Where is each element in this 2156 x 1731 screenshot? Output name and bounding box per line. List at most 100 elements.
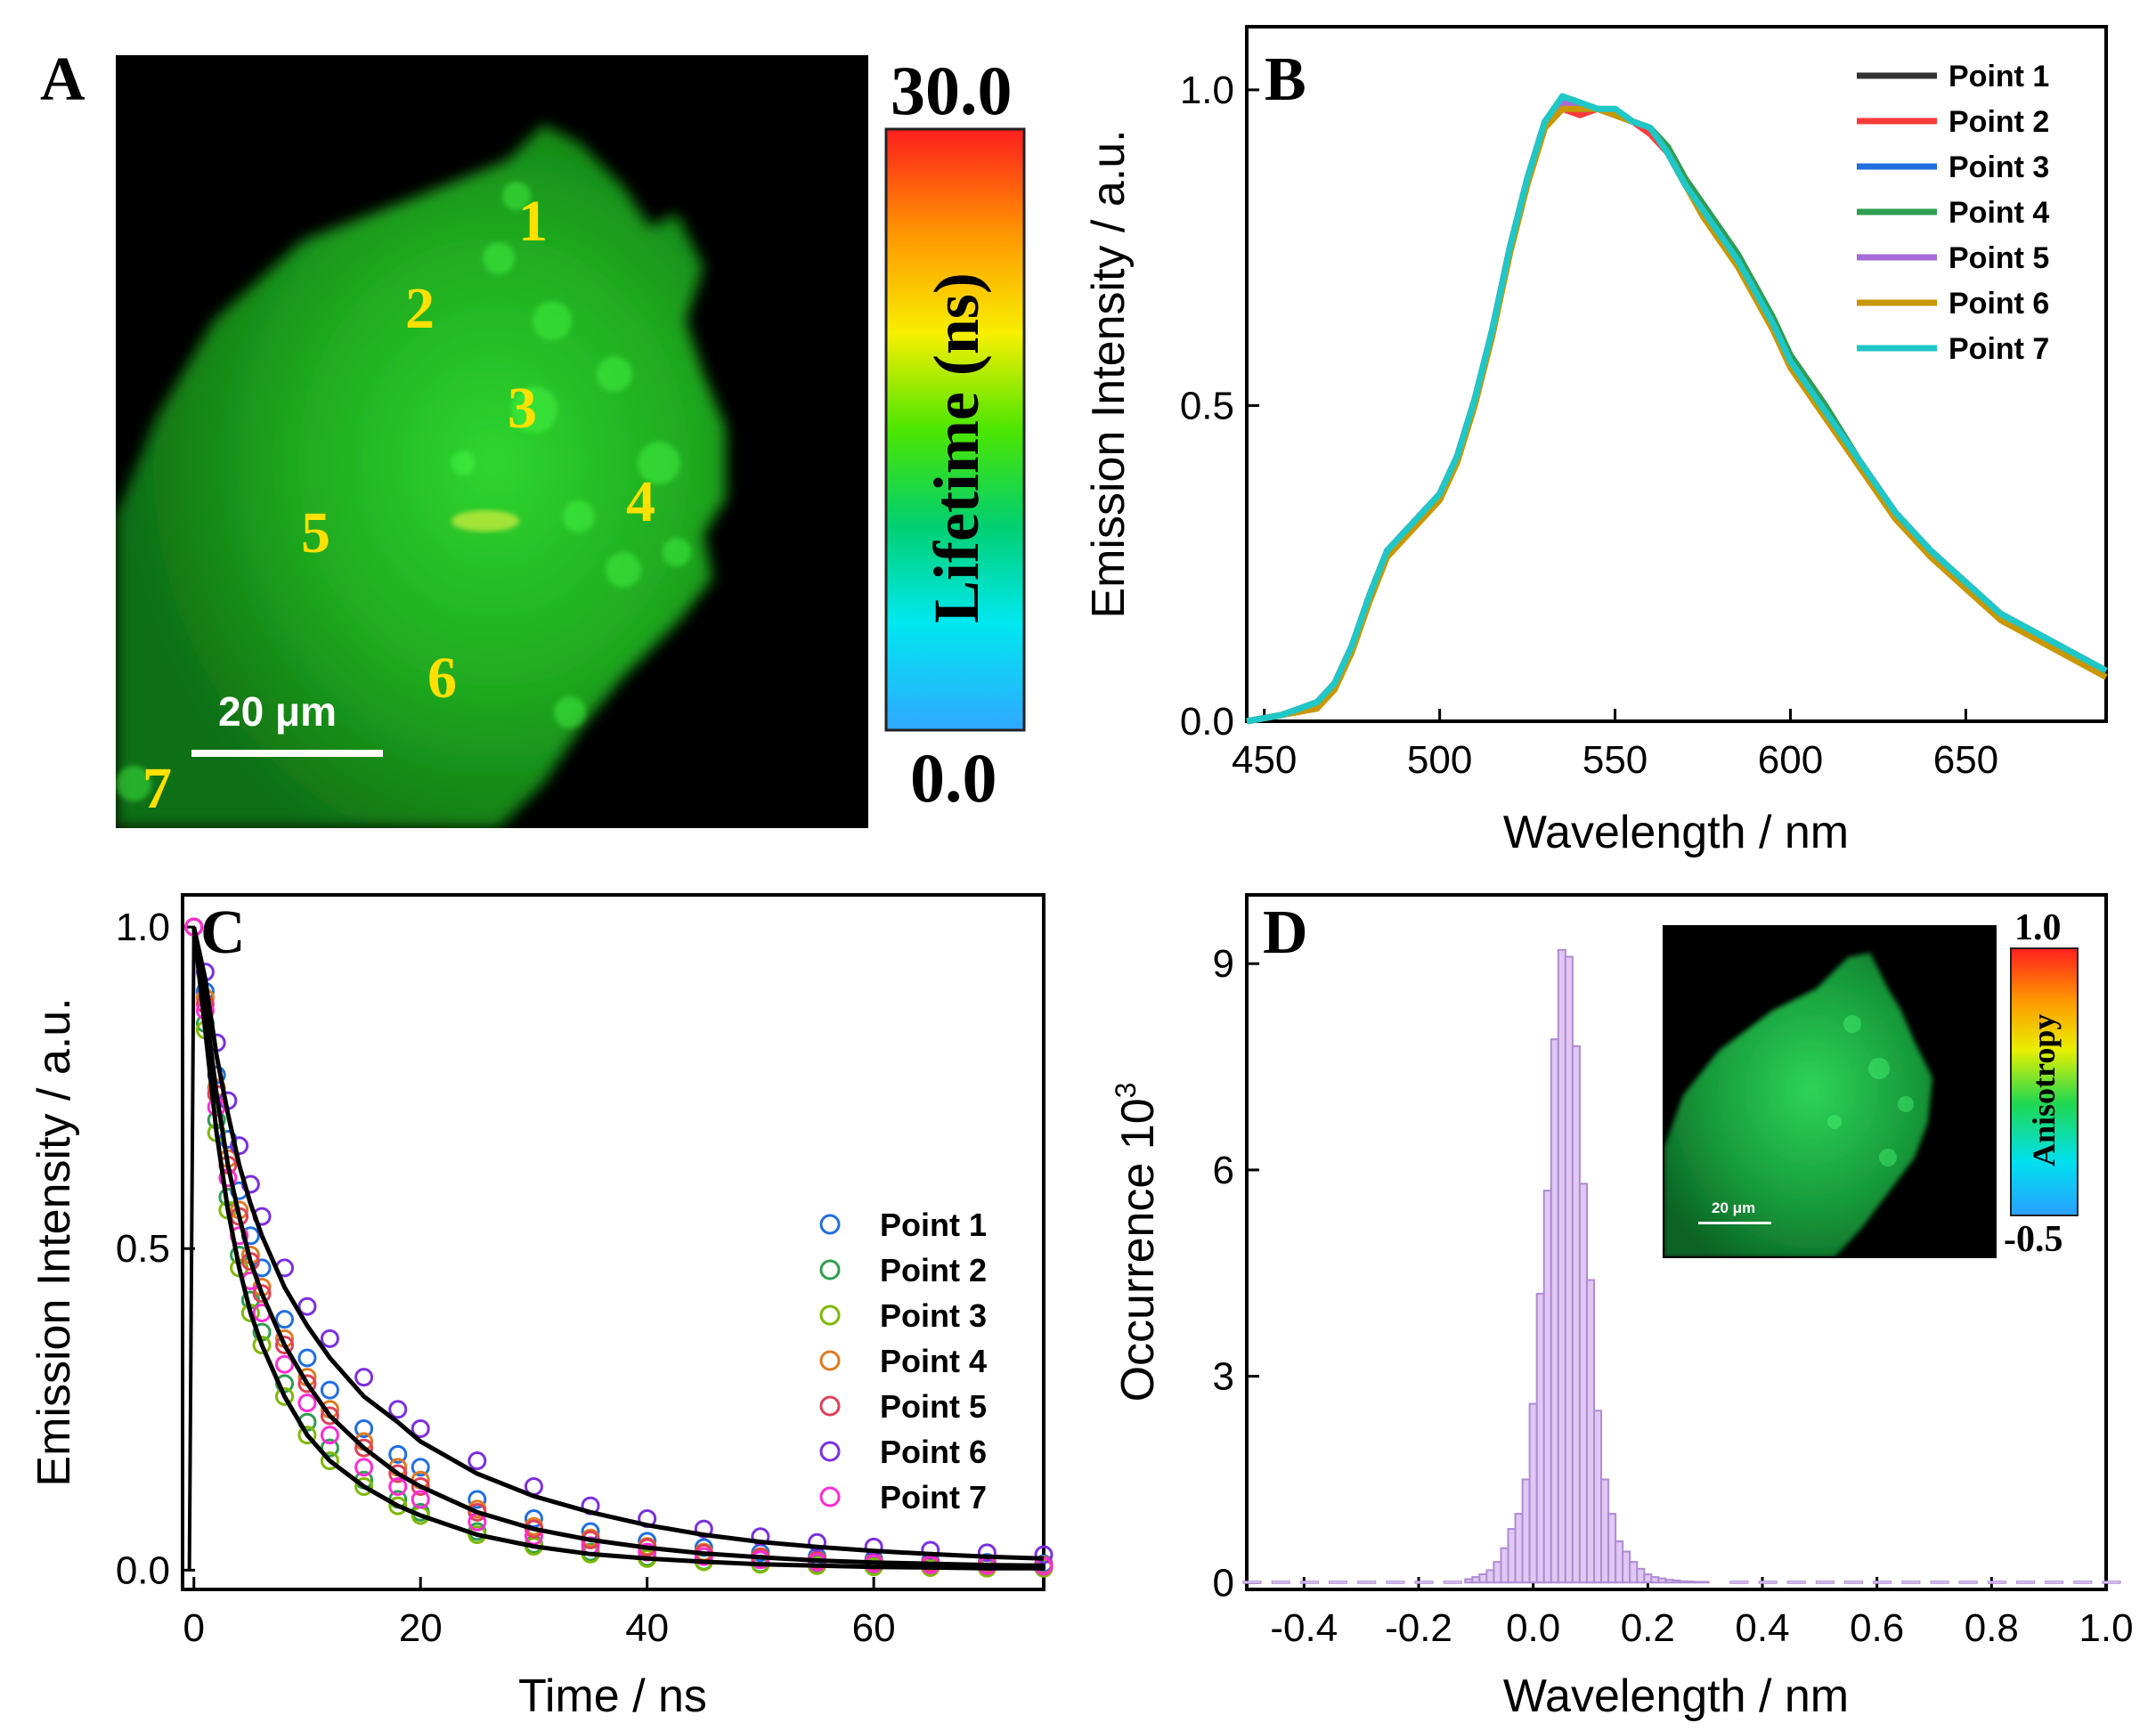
panel-c-data-point [411, 1476, 430, 1496]
panel-b-xtick-label: 450 [1232, 738, 1297, 782]
panel-d-bar [1578, 1182, 1588, 1584]
panel-c-xlabel: Time / ns [518, 1670, 707, 1722]
panel-d-ytick-label: 0 [1213, 1561, 1234, 1605]
panel-c-data-point [354, 1368, 374, 1387]
panel-d-bar [1471, 1576, 1481, 1584]
panel-d-letter: D [1263, 898, 1308, 967]
panel-d-bar [1593, 1410, 1603, 1584]
panel-d-bar [1500, 1547, 1509, 1584]
panel-b-series-line [1246, 105, 2108, 725]
panel-c-frame [181, 893, 1045, 1591]
panel-d-xtick-label: 0.0 [1506, 1606, 1560, 1650]
scale-bar [191, 750, 383, 757]
panel-c-data-point [468, 1490, 487, 1509]
panel-d-bar [1493, 1561, 1502, 1584]
panel-d-background-bar [1299, 1581, 1319, 1584]
panel-d-bar [1679, 1580, 1688, 1584]
panel-c-legend-marker [819, 1395, 841, 1417]
panel-d-background-bar [2015, 1581, 2036, 1584]
anisotropy-colorbar-max: 1.0 [2014, 907, 2062, 948]
inset-scale-label: 20 μm [1712, 1199, 1755, 1216]
panel-d-background-bar [1987, 1581, 2006, 1584]
panel-d-background-bar [1901, 1581, 1921, 1584]
panel-d-bar [1478, 1573, 1488, 1584]
panel-d-ticks: -0.4 -0.2 0.0 0.2 0.4 0.6 0.8 1.0 0 3 6 9 [1213, 942, 2134, 1650]
panel-c: C 0 20 40 60 0.0 0.5 1.0 Point 1 Point 2 Point 3… [28, 893, 1054, 1722]
panel-c-legend-marker [819, 1304, 841, 1326]
panel-c-legend-marker [819, 1350, 841, 1371]
panel-d-background-bar [1443, 1581, 1462, 1584]
panel-d-xtick-label: 0.2 [1621, 1606, 1675, 1650]
panel-d-background-bar [2045, 1581, 2064, 1584]
panel-c-data-point [388, 1400, 408, 1419]
point-label-5: 5 [301, 500, 330, 565]
panel-b-ytick-label: 0.5 [1180, 384, 1234, 427]
panel-b-ytick-label: 1.0 [1180, 69, 1234, 112]
point-label-7: 7 [142, 756, 172, 821]
panel-d-bars [1242, 948, 2121, 1584]
panel-c-fit-line [191, 926, 1044, 1571]
panel-c-legend-marker [819, 1214, 841, 1235]
panel-c-legend-label: Point 1 [880, 1207, 987, 1243]
panel-b-ticks: 450 500 550 600 650 0.0 0.5 1.0 [1180, 69, 1998, 782]
panel-b-legend-label: Point 7 [1949, 332, 2049, 366]
panel-c-data-point [411, 1458, 430, 1477]
point-label-2: 2 [405, 276, 435, 341]
panel-d-bar [1629, 1561, 1639, 1584]
panel-d-bar [1507, 1528, 1517, 1584]
panel-b-xtick-label: 500 [1407, 738, 1472, 782]
panel-b-legend-label: Point 5 [1949, 241, 2049, 275]
point-labels: 1 2 3 4 5 6 7 [142, 189, 655, 821]
panel-c-data-point [252, 1284, 272, 1304]
panel-c-data-point [297, 1348, 317, 1368]
panel-d-background-bar [2073, 1581, 2093, 1584]
panel-d-background-bar [1843, 1581, 1864, 1584]
point-label-6: 6 [427, 646, 457, 711]
point-label-3: 3 [508, 376, 537, 441]
panel-d-bar [1571, 1044, 1581, 1584]
panel-d-background-bar [1958, 1581, 1978, 1584]
panel-b-ylabel: Emission Intensity / a.u. [1083, 129, 1135, 618]
panel-d-bar [1557, 948, 1566, 1584]
lifetime-image [116, 55, 868, 828]
panel-d-background-bar [1815, 1581, 1835, 1584]
panel-d-bar [1521, 1478, 1531, 1584]
panel-b-xtick-label: 550 [1582, 738, 1648, 782]
panel-d-background-bar [2102, 1581, 2121, 1584]
panel-c-ylabel: Emission Intensity / a.u. [28, 997, 80, 1486]
panel-c-data-point [320, 1329, 339, 1348]
panel-b-ytick-label: 0.0 [1180, 700, 1234, 744]
panel-c-data-point [320, 1380, 339, 1400]
panel-d-background-bar [1414, 1581, 1434, 1584]
panel-c-xtick-label: 20 [399, 1606, 443, 1650]
panel-c-fit-line [191, 926, 1045, 1561]
panel-c-data-point [1034, 1545, 1054, 1564]
panel-c-data-point [297, 1374, 317, 1394]
anisotropy-colorbar-min: -0.5 [2004, 1219, 2063, 1260]
panel-d-bar [1700, 1581, 1710, 1584]
anisotropy-colorbar-title: Anisotropy [2026, 1014, 2062, 1166]
panel-c-data-point [411, 1490, 430, 1509]
panel-c-data-point [388, 1476, 408, 1496]
panel-c-data-point [388, 1444, 408, 1464]
panel-c-legend-marker [819, 1259, 841, 1280]
panel-d-bar [1664, 1579, 1674, 1584]
panel-c-data-point [751, 1527, 770, 1547]
panel-c-data-point [808, 1532, 827, 1552]
panel-c-data-point [240, 1174, 260, 1194]
point-label-1: 1 [518, 189, 548, 254]
panel-c-data-point [354, 1438, 374, 1458]
panel-b-xtick-label: 600 [1758, 738, 1823, 782]
panel-b-legend-label: Point 3 [1949, 150, 2049, 184]
panel-d-bar [1535, 1292, 1545, 1584]
panel-b-letter: B [1265, 45, 1306, 114]
panel-c-legend-marker [819, 1486, 841, 1508]
panel-d-xlabel: Wavelength / nm [1503, 1670, 1849, 1722]
panel-c-data-point [388, 1496, 408, 1516]
panel-c-legend: Point 1 Point 2 Point 3 Point 4 Point 5 Point… [819, 1207, 987, 1516]
panel-d-bar [1528, 1402, 1538, 1584]
panel-d-xtick-label: 0.4 [1735, 1606, 1789, 1650]
panel-d-ylabel: Occurrence 103 [1110, 1083, 1164, 1402]
panel-c-data-point [275, 1354, 295, 1374]
